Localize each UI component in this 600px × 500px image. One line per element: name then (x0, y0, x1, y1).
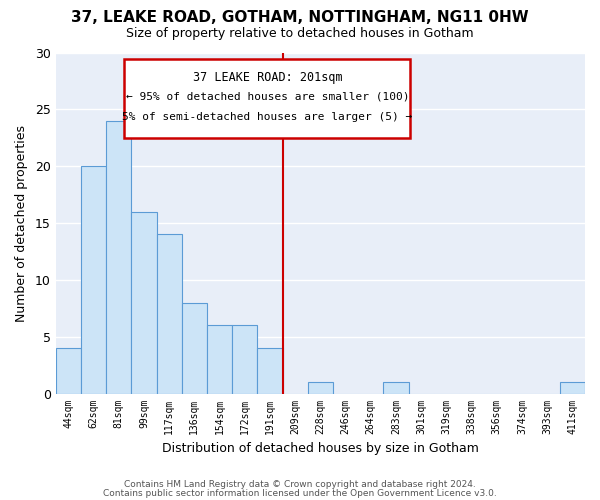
Text: 37, LEAKE ROAD, GOTHAM, NOTTINGHAM, NG11 0HW: 37, LEAKE ROAD, GOTHAM, NOTTINGHAM, NG11… (71, 10, 529, 25)
Bar (131, 212, 157, 394)
Bar (308, 382, 333, 394)
Bar (383, 382, 409, 394)
FancyBboxPatch shape (124, 60, 410, 138)
Bar (560, 382, 585, 394)
Y-axis label: Number of detached properties: Number of detached properties (15, 124, 28, 322)
Text: Contains HM Land Registry data © Crown copyright and database right 2024.: Contains HM Land Registry data © Crown c… (124, 480, 476, 489)
Text: 37 LEAKE ROAD: 201sqm: 37 LEAKE ROAD: 201sqm (193, 72, 342, 85)
Bar (182, 302, 207, 394)
Text: Contains public sector information licensed under the Open Government Licence v3: Contains public sector information licen… (103, 489, 497, 498)
X-axis label: Distribution of detached houses by size in Gotham: Distribution of detached houses by size … (162, 442, 479, 455)
Text: ← 95% of detached houses are smaller (100): ← 95% of detached houses are smaller (10… (125, 92, 409, 102)
Bar (257, 348, 283, 394)
Bar (207, 326, 232, 394)
Bar (56, 348, 81, 394)
Bar (106, 120, 131, 394)
Text: 5% of semi-detached houses are larger (5) →: 5% of semi-detached houses are larger (5… (122, 112, 413, 122)
Bar (81, 166, 106, 394)
Text: Size of property relative to detached houses in Gotham: Size of property relative to detached ho… (126, 28, 474, 40)
Bar (157, 234, 182, 394)
Bar (232, 326, 257, 394)
